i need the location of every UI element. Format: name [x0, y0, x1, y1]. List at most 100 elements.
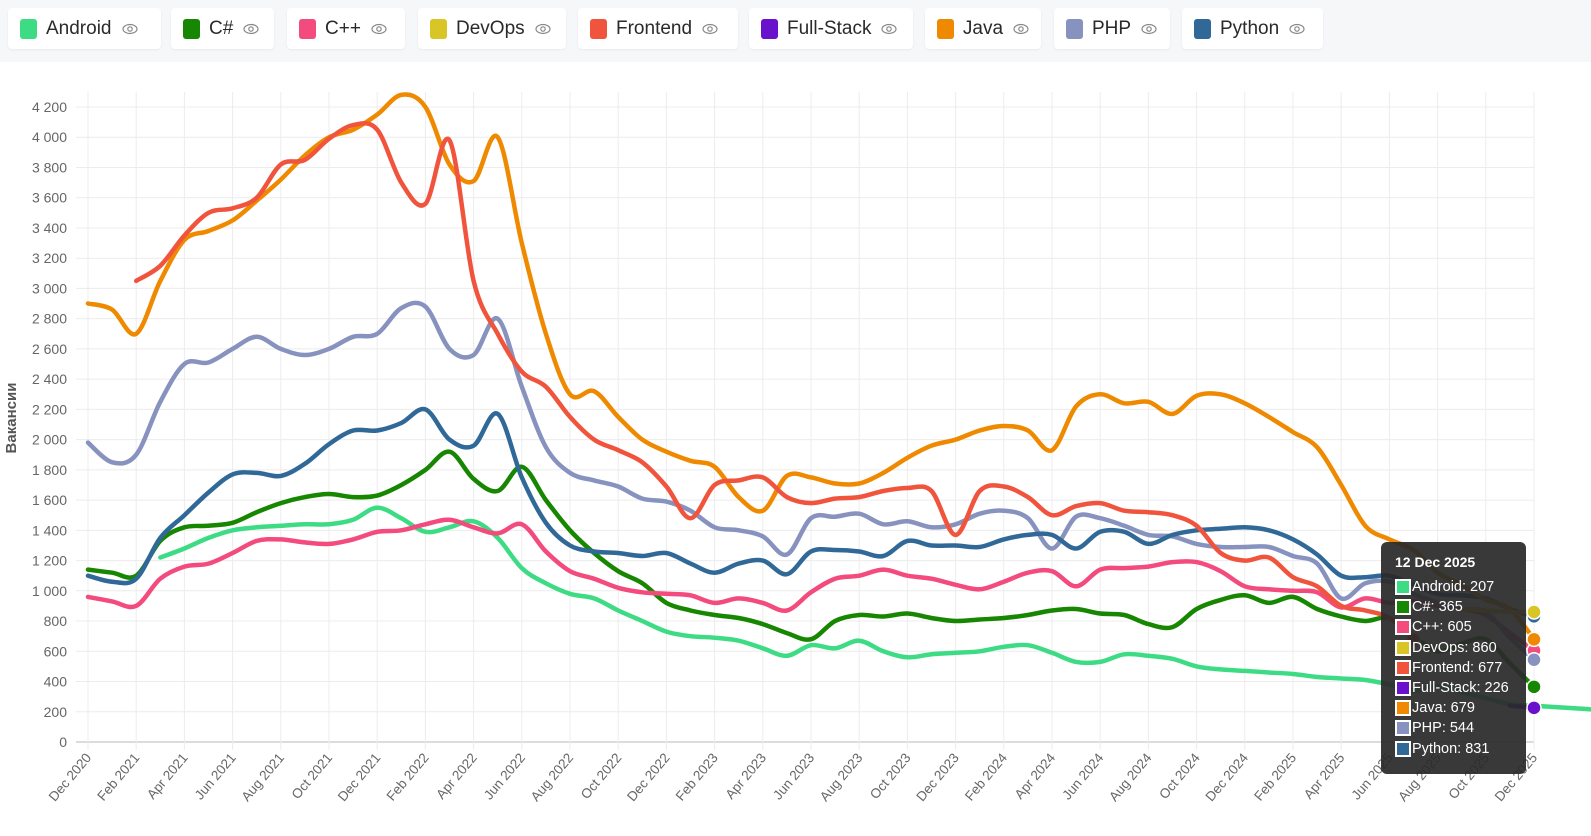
x-tick-label: Aug 2021 — [238, 750, 287, 804]
legend-label-frontend: Frontend — [616, 17, 693, 39]
x-tick-label: Feb 2023 — [673, 750, 721, 803]
series-line-python[interactable] — [85, 406, 1537, 619]
tooltip-label: Frontend: 677 — [1412, 659, 1503, 676]
endpoint-full-stack[interactable] — [1526, 700, 1542, 716]
legend-label-python: Python — [1220, 17, 1280, 39]
tooltip-label: PHP: 544 — [1412, 720, 1475, 737]
y-axis-ticks: 0 200 400 600 800 1 000 1 200 1 400 1 600 1 800 2 … — [32, 99, 67, 750]
tooltip-row: PHP: 544 — [1395, 718, 1512, 738]
legend-item-full-stack[interactable]: Full-Stack — [749, 8, 913, 49]
legend-label-full-stack: Full-Stack — [787, 17, 872, 39]
tooltip-row: Android: 207 — [1395, 577, 1512, 597]
legend-item-devops[interactable]: DevOps — [418, 8, 566, 49]
legend-item-csharp[interactable]: C# — [171, 8, 274, 49]
legend-swatch-cpp — [299, 18, 316, 39]
eye-icon[interactable] — [1013, 23, 1029, 35]
x-tick-label: Apr 2023 — [722, 750, 769, 802]
tooltip-row: Java: 679 — [1395, 698, 1512, 718]
y-tick-label: 4 000 — [32, 129, 67, 145]
legend-item-python[interactable]: Python — [1182, 8, 1323, 49]
legend-label-cpp: C++ — [325, 17, 361, 39]
series-line-csharp[interactable] — [85, 449, 1537, 690]
series-line-php[interactable] — [85, 300, 1537, 663]
x-tick-label: Oct 2021 — [289, 750, 336, 802]
tooltip-row: C#: 365 — [1395, 597, 1512, 617]
tooltip-label: Java: 679 — [1412, 700, 1475, 717]
tooltip-row: C++: 605 — [1395, 617, 1512, 637]
y-tick-label: 600 — [44, 643, 68, 659]
x-tick-label: Oct 2022 — [578, 750, 625, 802]
y-tick-label: 2 600 — [32, 341, 67, 357]
legend-label-devops: DevOps — [456, 17, 525, 39]
eye-icon[interactable] — [1289, 23, 1305, 35]
legend-swatch-java — [937, 18, 954, 39]
x-tick-label: Aug 2022 — [528, 750, 577, 804]
tooltip-label: DevOps: 860 — [1412, 639, 1497, 656]
tooltip-row: Python: 831 — [1395, 739, 1512, 759]
series-line-android[interactable] — [158, 505, 1591, 712]
y-tick-label: 3 400 — [32, 220, 67, 236]
y-tick-label: 400 — [44, 674, 68, 690]
tooltip-swatch — [1395, 720, 1411, 737]
endpoint-devops[interactable] — [1526, 604, 1542, 620]
eye-icon[interactable] — [121, 23, 138, 35]
legend-item-cpp[interactable]: C++ — [287, 8, 405, 49]
legend-swatch-csharp — [183, 18, 200, 39]
x-tick-label: Dec 2021 — [335, 750, 384, 804]
y-tick-label: 3 000 — [32, 280, 67, 296]
y-tick-label: 2 200 — [32, 401, 67, 417]
legend-swatch-android — [20, 18, 37, 39]
eye-icon[interactable] — [371, 23, 387, 35]
endpoint-php[interactable] — [1526, 652, 1542, 668]
legend-label-php: PHP — [1092, 17, 1132, 39]
x-tick-label: Apr 2022 — [433, 750, 480, 802]
tooltip-swatch — [1395, 740, 1411, 757]
legend-swatch-frontend — [590, 18, 607, 39]
y-tick-label: 1 200 — [32, 553, 67, 569]
legend-item-android[interactable]: Android — [8, 8, 161, 49]
eye-icon[interactable] — [1141, 23, 1157, 35]
y-tick-label: 200 — [44, 704, 68, 720]
tooltip-row: Frontend: 677 — [1395, 658, 1512, 678]
y-tick-label: 1 600 — [32, 492, 67, 508]
x-tick-label: Apr 2025 — [1301, 750, 1348, 802]
x-axis-ticks: Dec 2020 Feb 2021 Apr 2021 Jun 2021 Aug 2021… — [46, 750, 1541, 804]
x-tick-label: Jun 2022 — [481, 750, 528, 802]
x-tick-label: Aug 2023 — [817, 750, 866, 804]
series-line-frontend[interactable] — [133, 120, 1416, 642]
legend-item-java[interactable]: Java — [925, 8, 1041, 49]
legend-item-frontend[interactable]: Frontend — [578, 8, 738, 49]
tooltip-swatch — [1395, 619, 1411, 636]
x-tick-label: Feb 2024 — [962, 750, 1010, 804]
x-tick-label: Jun 2021 — [192, 750, 239, 802]
tooltip-title: 12 Dec 2025 — [1395, 554, 1476, 570]
legend-swatch-devops — [430, 18, 447, 39]
tooltip-label: C#: 365 — [1412, 599, 1463, 616]
tooltip-label: Python: 831 — [1412, 740, 1490, 757]
x-tick-label: Jun 2023 — [770, 750, 817, 802]
legend-label-java: Java — [962, 17, 1004, 39]
tooltip-row: DevOps: 860 — [1395, 638, 1512, 658]
eye-icon[interactable] — [702, 23, 718, 35]
endpoint-java[interactable] — [1526, 631, 1542, 648]
endpoint-csharp[interactable] — [1526, 679, 1542, 695]
eye-icon[interactable] — [881, 23, 898, 35]
tooltip-label: Android: 207 — [1412, 579, 1495, 596]
eye-icon[interactable] — [243, 23, 259, 35]
tooltip-swatch — [1395, 599, 1411, 616]
tooltip-swatch — [1395, 659, 1411, 676]
y-tick-label: 3 600 — [32, 190, 67, 206]
y-tick-label: 4 200 — [32, 99, 67, 115]
legend-swatch-full-stack — [761, 18, 778, 39]
series-line-cpp[interactable] — [85, 517, 1537, 653]
eye-icon[interactable] — [535, 23, 551, 35]
tooltip-label: C++: 605 — [1412, 619, 1472, 636]
y-tick-label: 1 000 — [32, 583, 67, 599]
legend-label-csharp: C# — [209, 17, 234, 39]
x-tick-label: Apr 2021 — [144, 750, 191, 802]
x-tick-label: Dec 2020 — [46, 750, 95, 804]
tooltip-row: Full-Stack: 226 — [1395, 678, 1512, 698]
line-chart[interactable]: 0 200 400 600 800 1 000 1 200 1 400 1 600 1 800 2 … — [0, 62, 1591, 836]
tooltip-label: Full-Stack: 226 — [1412, 680, 1509, 697]
legend-item-php[interactable]: PHP — [1054, 8, 1170, 49]
